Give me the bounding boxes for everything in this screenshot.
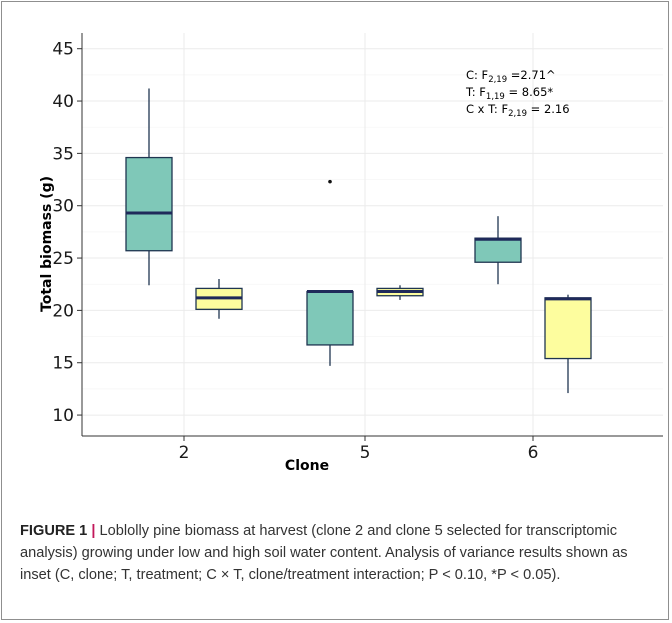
box-group-clone-6-right — [544, 294, 592, 394]
anova-line: T: F1,19 = 8.65* — [465, 85, 553, 102]
y-tick-label: 40 — [52, 92, 74, 112]
x-axis-title: Clone — [285, 458, 329, 474]
caption-text: Loblolly pine biomass at harvest (clone … — [20, 523, 628, 583]
box-group-clone-2-left — [125, 88, 173, 286]
anova-line: C x T: F2,19 = 2.16 — [466, 102, 570, 119]
y-tick-label: 45 — [52, 40, 74, 60]
box-iqr — [125, 156, 173, 252]
y-tick-label: 20 — [52, 301, 74, 321]
box-group-clone-6-left — [474, 216, 522, 285]
x-tick-label: 6 — [528, 443, 539, 463]
x-tick-label: 2 — [179, 443, 190, 463]
box-group-clone-2-right — [195, 278, 243, 319]
box-group-clone-5-right — [376, 285, 424, 300]
figure-label: FIGURE 1 — [20, 523, 88, 539]
caption-separator: | — [91, 523, 96, 539]
y-tick-label: 15 — [52, 354, 74, 374]
x-tick-label: 5 — [360, 443, 371, 463]
grid-layer — [82, 33, 663, 436]
box-group-clone-5-left — [306, 179, 354, 366]
figure-caption: FIGURE 1 | Loblolly pine biomass at harv… — [20, 520, 660, 586]
y-tick-label: 25 — [52, 249, 74, 269]
box-iqr — [306, 290, 354, 346]
box-iqr — [544, 297, 592, 360]
y-axis-title: Total biomass (g) — [39, 176, 55, 312]
y-tick-label: 35 — [52, 144, 74, 164]
anova-inset: C: F2,19 =2.71^T: F1,19 = 8.65*C x T: F2… — [465, 68, 570, 119]
y-tick-label: 10 — [52, 406, 74, 426]
box-layer — [125, 88, 592, 394]
box-iqr — [474, 237, 522, 263]
outlier-point — [328, 179, 332, 184]
anova-line: C: F2,19 =2.71^ — [466, 68, 556, 85]
y-tick-label: 30 — [52, 197, 74, 217]
